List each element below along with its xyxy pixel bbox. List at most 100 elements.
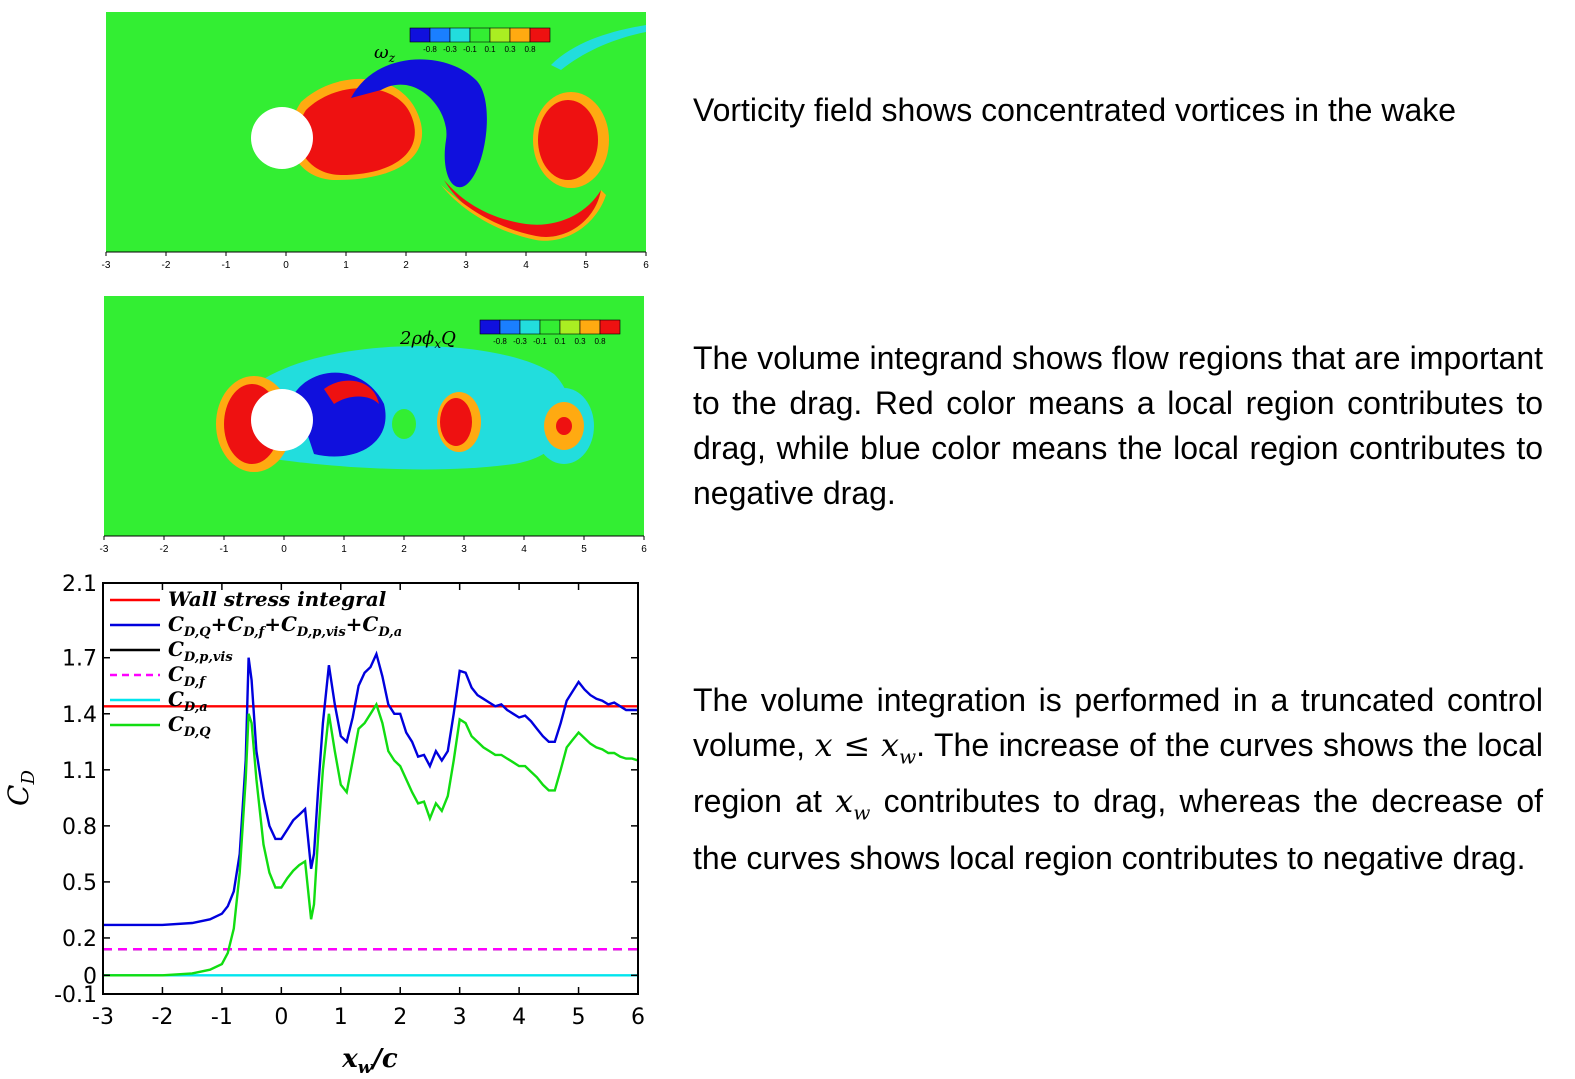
colorbar-swatch bbox=[479, 319, 501, 335]
vorticity-structures bbox=[251, 25, 646, 241]
cd-chart-panel: -0.1 0 0.2 0.5 0.8 1.1 1.4 1.7 2.1 -3 -2 -1 0 1 2 3 4 5 6… bbox=[0, 570, 660, 1079]
x-tick-label: -2 bbox=[160, 544, 169, 555]
colorbar-tick-label: -0.8 bbox=[423, 45, 437, 54]
x-tick-label: -2 bbox=[162, 260, 171, 271]
colorbar-tick-label: -0.1 bbox=[463, 45, 477, 54]
description-integration: The volume integration is performed in a… bbox=[693, 678, 1543, 881]
x-tick-label: 0 bbox=[281, 544, 287, 555]
colorbar-swatch bbox=[579, 319, 601, 335]
x-tick-label: 6 bbox=[631, 1005, 645, 1030]
x-tick-label: 6 bbox=[643, 260, 649, 271]
vorticity-colorbar: -0.8 -0.3 -0.1 0.1 0.3 0.8 bbox=[409, 27, 551, 54]
x-tick-label: 3 bbox=[463, 260, 469, 271]
integrand-x-ticks: -3 -2 -1 0 1 2 3 4 5 6 bbox=[100, 536, 647, 555]
chart-frame bbox=[102, 582, 639, 995]
legend-label: CD,f bbox=[168, 662, 207, 690]
x-tick-label: 1 bbox=[343, 260, 349, 271]
description-math-1: x ≤ xw bbox=[814, 726, 917, 769]
y-tick-label: 0.5 bbox=[62, 871, 97, 896]
colorbar-tick-label: -0.3 bbox=[443, 45, 457, 54]
description-integration-text-c: contributes to drag, whereas the decreas… bbox=[693, 783, 1544, 876]
vorticity-x-ticks: -3 -2 -1 0 1 2 3 4 5 6 bbox=[102, 252, 649, 271]
legend-label: CD,Q+CD,f+CD,p,vis+CD,a bbox=[168, 612, 402, 640]
description-integration-text-b: . The increase of the curves shows the l… bbox=[693, 727, 1544, 820]
vorticity-figure: -0.8 -0.3 -0.1 0.1 0.3 0.8 ωz -3 -2 -1 0 1 2 3 4 5 6 bbox=[102, 12, 649, 271]
x-tick-label: 1 bbox=[341, 544, 347, 555]
colorbar-swatch bbox=[599, 319, 621, 335]
chart-x-label: xw/c bbox=[341, 1044, 398, 1078]
legend-label: CD,p,vis bbox=[168, 637, 233, 665]
x-tick-label: 6 bbox=[641, 544, 647, 555]
colorbar-swatch bbox=[429, 27, 451, 43]
series-line bbox=[103, 701, 639, 977]
colorbar-tick-label: 0.3 bbox=[504, 45, 516, 54]
colorbar-tick-label: 0.1 bbox=[554, 337, 566, 346]
colorbar-swatch bbox=[409, 27, 431, 43]
colorbar-swatch bbox=[529, 27, 551, 43]
x-tick-label: -1 bbox=[222, 260, 231, 271]
colorbar-tick-label: 0.3 bbox=[574, 337, 586, 346]
colorbar-swatch bbox=[449, 27, 471, 43]
series-line bbox=[103, 650, 638, 927]
chart-y-label: CD bbox=[2, 770, 39, 806]
description-vorticity: Vorticity field shows concentrated vorti… bbox=[693, 88, 1543, 133]
x-tick-label: -3 bbox=[102, 260, 111, 271]
x-tick-label: 3 bbox=[461, 544, 467, 555]
integrand-figure: -0.8 -0.3 -0.1 0.1 0.3 0.8 2ρϕxQ -3 -2 -1 0 1 2 3 4 5… bbox=[100, 296, 647, 555]
description-integrand: The volume integrand shows flow regions … bbox=[693, 336, 1543, 516]
x-tick-label: 5 bbox=[572, 1005, 586, 1030]
x-tick-label: -1 bbox=[220, 544, 229, 555]
colorbar-swatch bbox=[499, 319, 521, 335]
y-tick-label: 1.4 bbox=[62, 703, 97, 728]
x-tick-label: -1 bbox=[211, 1005, 233, 1030]
x-tick-label: 4 bbox=[521, 544, 527, 555]
colorbar-swatch bbox=[559, 319, 581, 335]
chart-x-ticks: -3 -2 -1 0 1 2 3 4 5 6 bbox=[92, 583, 645, 1030]
cylinder bbox=[251, 389, 313, 451]
chart-series bbox=[103, 650, 639, 977]
colorbar-swatch bbox=[539, 319, 561, 335]
y-tick-label: 0.2 bbox=[62, 927, 97, 952]
cd-chart: -0.100.20.50.81.11.41.72.1 -3 -2 -1 0 1 2 3 4 5 6… bbox=[2, 572, 645, 1078]
x-tick-label: 5 bbox=[583, 260, 589, 271]
legend-label: CD,Q bbox=[168, 712, 211, 740]
chart-legend: Wall stress integralCD,Q+CD,f+CD,p,vis+C… bbox=[110, 587, 402, 740]
description-integration-text-a: The volume integration is performed in a… bbox=[693, 682, 1543, 763]
colorbar-tick-label: -0.8 bbox=[493, 337, 507, 346]
description-vorticity-text: Vorticity field shows concentrated vorti… bbox=[693, 92, 1457, 128]
colorbar-swatch bbox=[509, 27, 531, 43]
x-tick-label: 0 bbox=[274, 1005, 288, 1030]
y-tick-label: 2.1 bbox=[62, 572, 97, 597]
colorbar-swatch bbox=[519, 319, 541, 335]
y-tick-label: -0.1 bbox=[54, 983, 97, 1008]
integrand-structures bbox=[216, 346, 594, 472]
x-tick-label: 2 bbox=[401, 544, 407, 555]
description-integrand-text: The volume integrand shows flow regions … bbox=[693, 340, 1543, 511]
x-tick-label: 1 bbox=[334, 1005, 348, 1030]
x-tick-label: -2 bbox=[151, 1005, 173, 1030]
x-tick-label: 0 bbox=[283, 260, 289, 271]
y-tick-label: 0.8 bbox=[62, 815, 97, 840]
x-tick-label: 2 bbox=[403, 260, 409, 271]
colorbar-tick-label: 0.8 bbox=[594, 337, 606, 346]
colorbar-swatch bbox=[469, 27, 491, 43]
chart-y-ticks: -0.10 0.2 0.5 0.8 1.1 1.4 1.7 2.1 bbox=[54, 572, 638, 1008]
y-tick-label: 1.7 bbox=[62, 647, 97, 672]
y-tick-label: 0 bbox=[83, 964, 97, 989]
integrand-label: 2ρϕxQ bbox=[399, 328, 456, 351]
x-tick-label: 3 bbox=[453, 1005, 467, 1030]
colorbar-tick-label: 0.8 bbox=[524, 45, 536, 54]
x-tick-label: 5 bbox=[581, 544, 587, 555]
colorbar-tick-label: -0.1 bbox=[533, 337, 547, 346]
vorticity-panel: -0.8 -0.3 -0.1 0.1 0.3 0.8 ωz -3 -2 -1 0 1 2 3 4 5 6 bbox=[96, 10, 656, 280]
integrand-panel: -0.8 -0.3 -0.1 0.1 0.3 0.8 2ρϕxQ -3 -2 -1 0 1 2 3 4 5… bbox=[94, 294, 654, 564]
colorbar-tick-label: -0.3 bbox=[513, 337, 527, 346]
x-tick-label: -3 bbox=[100, 544, 109, 555]
cylinder bbox=[251, 107, 313, 169]
integrand-colorbar: -0.8 -0.3 -0.1 0.1 0.3 0.8 bbox=[479, 319, 621, 346]
legend-label: CD,a bbox=[168, 687, 208, 715]
x-tick-label: 4 bbox=[512, 1005, 526, 1030]
legend-label: Wall stress integral bbox=[168, 587, 387, 611]
colorbar-tick-label: 0.1 bbox=[484, 45, 496, 54]
vorticity-label: ωz bbox=[374, 42, 396, 65]
